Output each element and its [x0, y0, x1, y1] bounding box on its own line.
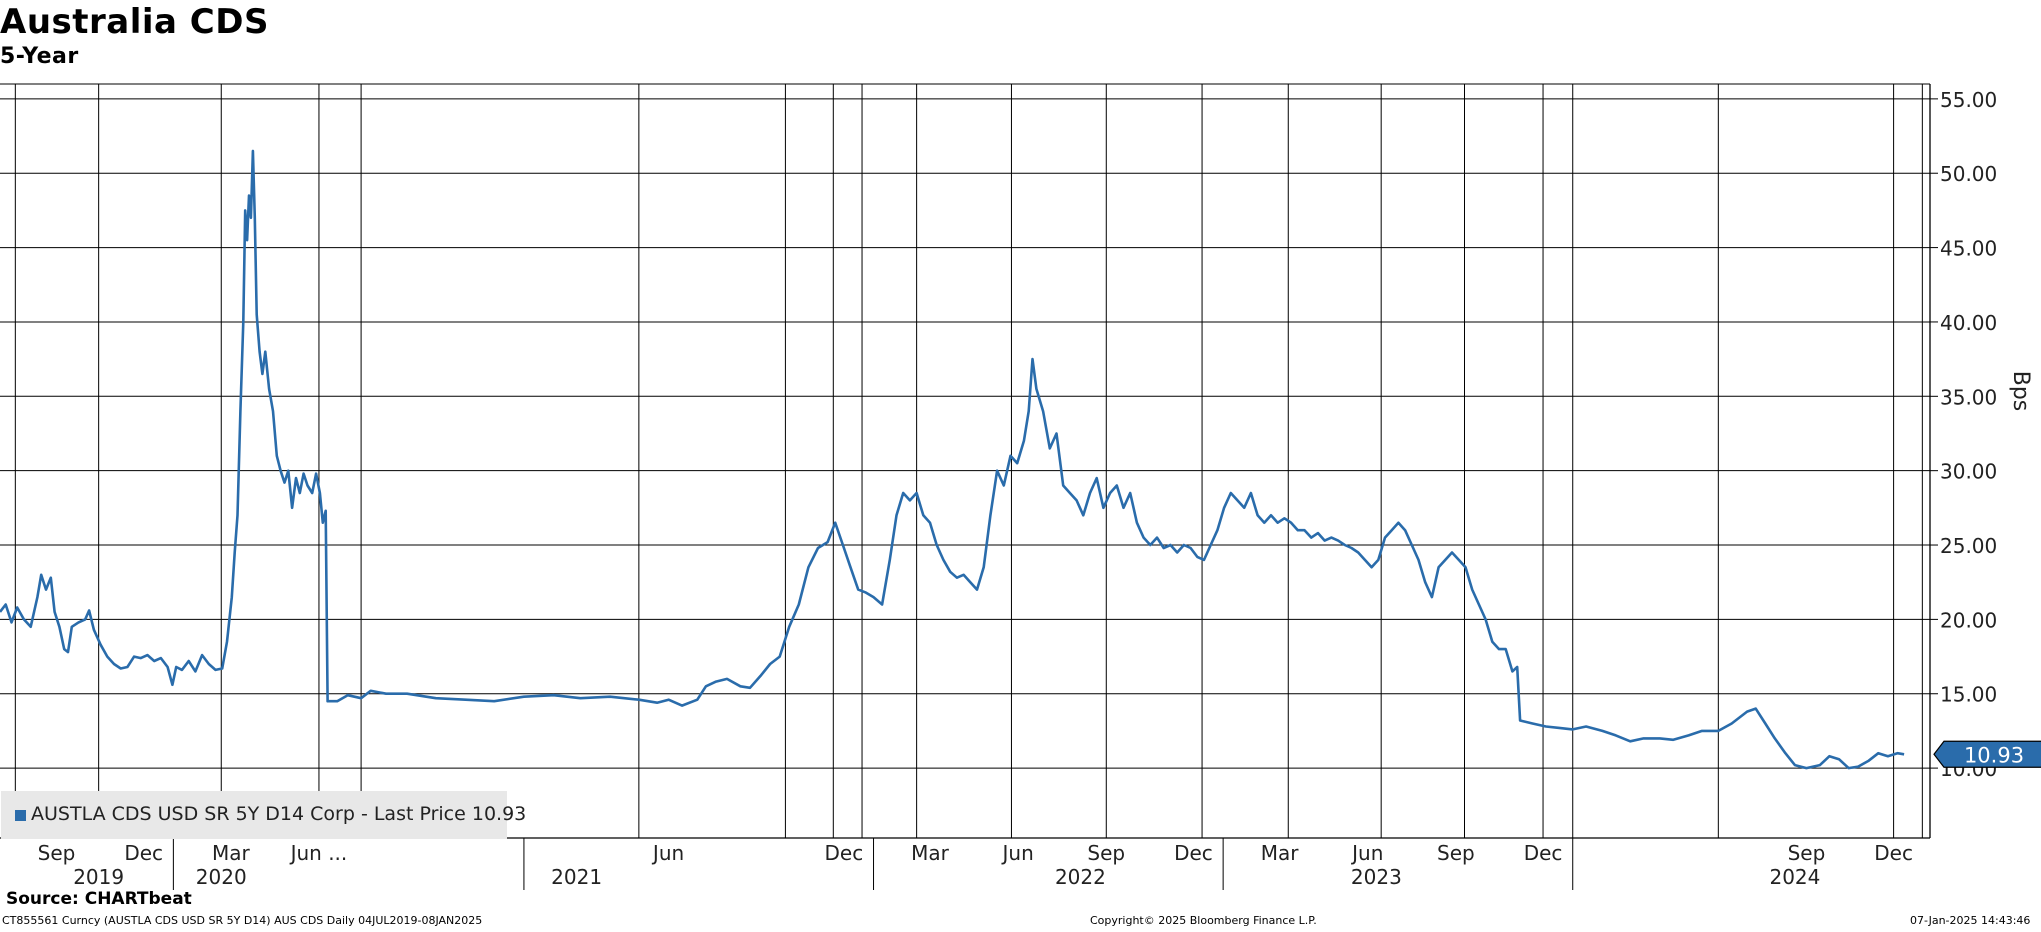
- x-tick-label: Mar: [212, 841, 251, 865]
- x-tick-label: Jun ...: [289, 841, 348, 865]
- x-tick-label: Jun: [1001, 841, 1034, 865]
- x-tick-label: Jun: [651, 841, 684, 865]
- x-tick-label: Dec: [824, 841, 863, 865]
- footer-copyright: Copyright© 2025 Bloomberg Finance L.P.: [1090, 914, 1317, 927]
- x-tick-label: Mar: [1261, 841, 1300, 865]
- x-year-label: 2019: [73, 865, 124, 889]
- last-price-label: 10.93: [1964, 743, 2024, 767]
- y-axis-title: Bps: [2008, 371, 2033, 412]
- chart-legend: AUSTLA CDS USD SR 5Y D14 Corp - Last Pri…: [1, 791, 526, 839]
- x-year-label: 2022: [1055, 865, 1106, 889]
- x-tick-label: Dec: [1524, 841, 1563, 865]
- y-tick-label: 55.00: [1940, 88, 1997, 112]
- x-tick-label: Sep: [1788, 841, 1826, 865]
- y-tick-label: 45.00: [1940, 237, 1997, 261]
- x-tick-label: Sep: [38, 841, 76, 865]
- y-tick-label: 40.00: [1940, 311, 1997, 335]
- y-tick-label: 15.00: [1940, 683, 1997, 707]
- chart-subtitle: 5-Year: [0, 44, 79, 69]
- footer-timestamp: 07-Jan-2025 14:43:46: [1910, 914, 2031, 927]
- x-tick-label: Sep: [1087, 841, 1125, 865]
- y-tick-label: 25.00: [1940, 534, 1997, 558]
- footer-left-note: CT855561 Curncy (AUSTLA CDS USD SR 5Y D1…: [2, 914, 483, 927]
- y-tick-label: 30.00: [1940, 460, 1997, 484]
- x-tick-label: Dec: [124, 841, 163, 865]
- x-tick-label: Sep: [1437, 841, 1475, 865]
- x-year-label: 2020: [196, 865, 247, 889]
- y-tick-label: 20.00: [1940, 608, 1997, 632]
- source-note: Source: CHARTbeat: [6, 889, 192, 909]
- chart-title: Australia CDS: [0, 2, 269, 42]
- y-tick-label: 50.00: [1940, 162, 1997, 186]
- x-tick-label: Jun: [1350, 841, 1383, 865]
- series-line: [0, 149, 1905, 770]
- legend-swatch: [15, 810, 26, 821]
- legend-label: AUSTLA CDS USD SR 5Y D14 Corp - Last Pri…: [31, 803, 527, 825]
- x-year-label: 2024: [1769, 865, 1820, 889]
- x-tick-label: Dec: [1874, 841, 1913, 865]
- x-year-label: 2023: [1351, 865, 1402, 889]
- x-tick-label: Mar: [911, 841, 950, 865]
- last-price-tag: [1933, 740, 2041, 768]
- y-tick-label: 35.00: [1940, 385, 1997, 409]
- x-tick-label: Dec: [1174, 841, 1213, 865]
- x-year-label: 2021: [551, 865, 602, 889]
